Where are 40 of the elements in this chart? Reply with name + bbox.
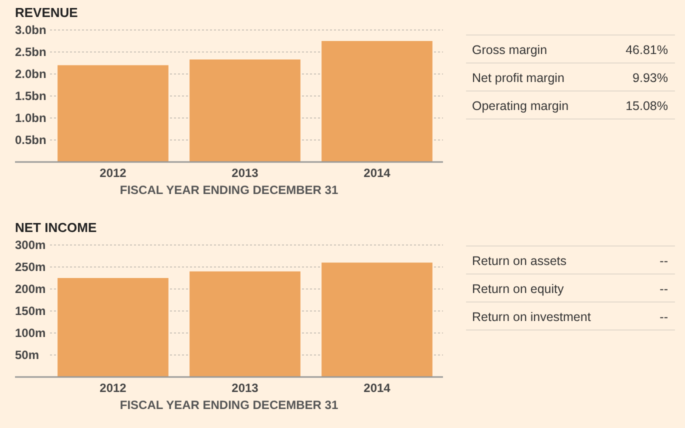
y-tick-label: 1.5bn — [15, 89, 46, 104]
x-tick-label: 2012 — [100, 166, 127, 180]
text: Return on investment — [472, 310, 592, 324]
y-tick-label: 100m — [15, 326, 46, 340]
text: -- — [660, 282, 668, 296]
text: Return on assets — [472, 254, 566, 268]
x-tick-label: 2014 — [364, 166, 391, 180]
text: Operating margin — [472, 99, 569, 113]
y-tick-label: 150m — [15, 304, 46, 318]
bar — [58, 278, 168, 377]
y-tick-label: 2.5bn — [15, 45, 46, 60]
y-tick-label: 50m — [15, 348, 40, 362]
x-axis-title: FISCAL YEAR ENDING DECEMBER 31 — [120, 183, 338, 197]
bar — [58, 65, 168, 162]
x-tick-label: 2013 — [232, 166, 259, 180]
y-tick-label: 300m — [15, 238, 46, 252]
y-tick-label: 1.0bn — [15, 111, 46, 126]
y-tick-label: 250m — [15, 260, 46, 274]
y-tick-label: 200m — [15, 282, 46, 296]
bar — [322, 41, 432, 162]
x-tick-label: 2012 — [100, 381, 127, 395]
text: 15.08% — [626, 99, 668, 113]
text: -- — [660, 310, 668, 324]
text: 9.93% — [632, 71, 668, 85]
text: 46.81% — [626, 43, 668, 57]
bar — [322, 262, 432, 377]
y-tick-label: 0.5bn — [15, 133, 46, 148]
y-tick-label: 3.0bn — [15, 23, 46, 38]
text: Return on equity — [472, 282, 564, 296]
text: Gross margin — [472, 43, 548, 57]
text: Net profit margin — [472, 71, 564, 85]
x-tick-label: 2013 — [232, 381, 259, 395]
bar — [190, 59, 300, 162]
x-tick-label: 2014 — [364, 381, 391, 395]
chart-title: NET INCOME — [15, 220, 97, 235]
text: -- — [660, 254, 668, 268]
x-axis-title: FISCAL YEAR ENDING DECEMBER 31 — [120, 398, 338, 412]
chart-title: REVENUE — [15, 5, 78, 20]
y-tick-label: 2.0bn — [15, 67, 46, 82]
bar — [190, 271, 300, 377]
